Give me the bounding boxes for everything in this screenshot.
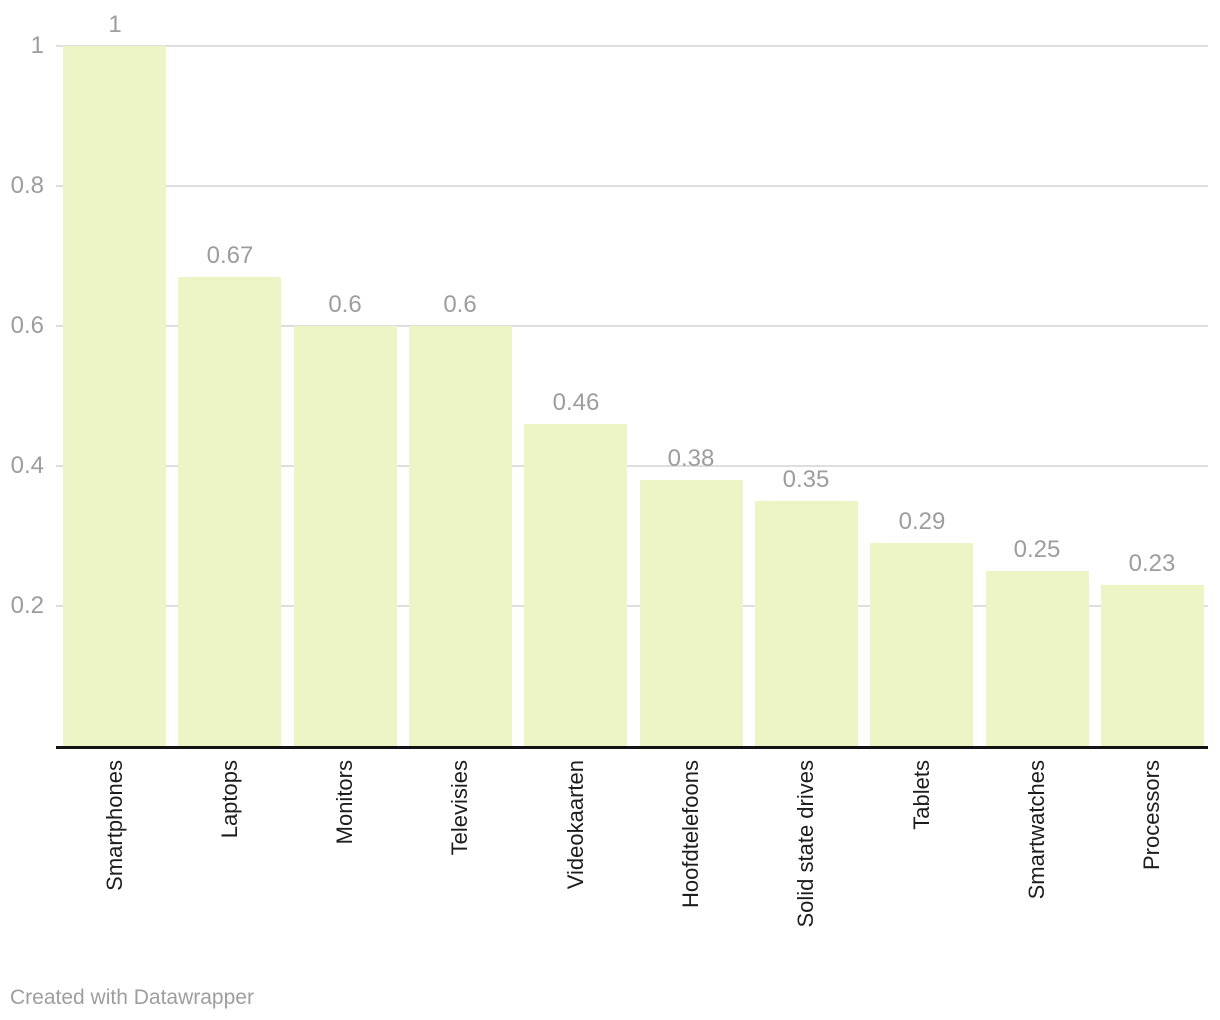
x-category-label: Solid state drives [793, 760, 818, 928]
gridline [56, 45, 1208, 47]
x-category-label: Smartphones [102, 760, 127, 891]
gridline [56, 465, 1208, 467]
bar [178, 277, 281, 746]
bar [409, 326, 512, 746]
bar [524, 424, 627, 746]
value-label: 0.23 [1128, 550, 1176, 577]
value-label: 0.67 [206, 242, 254, 269]
x-category-label: Videokaarten [563, 760, 588, 890]
bar [1101, 585, 1204, 746]
y-tick-label: 1 [30, 32, 44, 59]
value-label: 0.35 [782, 466, 830, 493]
y-tick-label: 0.8 [10, 172, 44, 199]
x-axis-line [56, 746, 1208, 749]
bar [755, 501, 858, 746]
datawrapper-credit-link[interactable]: Created with Datawrapper [10, 986, 254, 1009]
x-category-label: Tablets [909, 760, 934, 830]
gridline [56, 325, 1208, 327]
x-category-label: Laptops [217, 760, 242, 839]
value-label: 0.25 [1013, 536, 1061, 563]
value-label: 0.29 [898, 508, 946, 535]
x-category-label: Televisies [447, 760, 472, 856]
value-label: 1 [108, 11, 122, 38]
gridline [56, 605, 1208, 607]
bar [63, 46, 166, 746]
bar [640, 480, 743, 746]
value-label: 0.38 [667, 445, 715, 472]
gridline [56, 185, 1208, 187]
bar [986, 571, 1089, 746]
bar [870, 543, 973, 746]
x-category-label: Hoofdtelefoons [678, 760, 703, 908]
value-label: 0.46 [552, 389, 600, 416]
y-tick-label: 0.2 [10, 592, 44, 619]
x-category-label: Processors [1139, 760, 1164, 871]
x-category-label: Monitors [332, 760, 357, 845]
value-label: 0.6 [328, 291, 362, 318]
x-category-label: Smartwatches [1024, 760, 1049, 900]
value-label: 0.6 [443, 291, 477, 318]
y-tick-label: 0.4 [10, 452, 44, 479]
y-tick-label: 0.6 [10, 312, 44, 339]
bar [294, 326, 397, 746]
